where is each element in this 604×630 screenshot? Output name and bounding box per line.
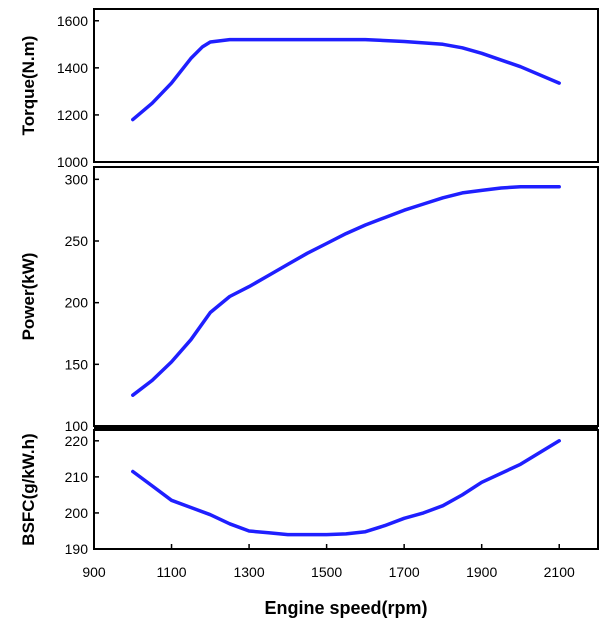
bsfc-panel: 190 200 210 220 BSFC(g/kW.h) <box>19 429 599 557</box>
x-tick-label: 2100 <box>544 564 575 580</box>
bsfc-y-tick-label: 190 <box>65 541 89 557</box>
torque-y-tick-label: 1600 <box>57 13 88 29</box>
power-y-tick-label: 250 <box>65 233 89 249</box>
x-axis: 900 1100 1300 1500 1700 1900 2100 Engine speed(… <box>82 544 575 618</box>
power-series-line <box>131 184 561 397</box>
bsfc-plot-frame <box>93 429 599 550</box>
x-tick-label: 1900 <box>466 564 497 580</box>
torque-y-tick-label: 1000 <box>57 154 88 170</box>
bsfc-y-axis-label: BSFC(g/kW.h) <box>19 433 38 545</box>
torque-plot-frame <box>93 8 599 163</box>
bsfc-y-tick-label: 200 <box>65 505 89 521</box>
x-tick-label: 1100 <box>156 564 186 580</box>
torque-y-tick-label: 1400 <box>57 60 88 76</box>
power-panel: 100 150 200 250 300 Power(kW) <box>19 166 599 434</box>
power-y-axis-label: Power(kW) <box>19 253 38 341</box>
bsfc-series-line <box>131 439 561 537</box>
x-axis-label: Engine speed(rpm) <box>264 598 427 618</box>
torque-series-line <box>131 37 561 122</box>
power-plot-frame <box>93 166 599 427</box>
x-tick-label: 1300 <box>233 564 264 580</box>
torque-y-axis-label: Torque(N.m) <box>19 36 38 136</box>
torque-y-tick-label: 1200 <box>57 107 88 123</box>
power-y-tick-label: 300 <box>65 171 89 187</box>
bsfc-y-tick-label: 220 <box>65 433 89 449</box>
power-y-tick-label: 200 <box>65 295 89 311</box>
bsfc-y-tick-label: 210 <box>65 469 89 485</box>
power-y-tick-label: 100 <box>65 418 89 434</box>
x-tick-label: 900 <box>82 564 106 580</box>
x-tick-label: 1500 <box>311 564 342 580</box>
torque-panel: 1000 1200 1400 1600 Torque(N.m) <box>19 8 599 170</box>
x-tick-label: 1700 <box>389 564 420 580</box>
power-y-tick-label: 150 <box>65 356 89 372</box>
